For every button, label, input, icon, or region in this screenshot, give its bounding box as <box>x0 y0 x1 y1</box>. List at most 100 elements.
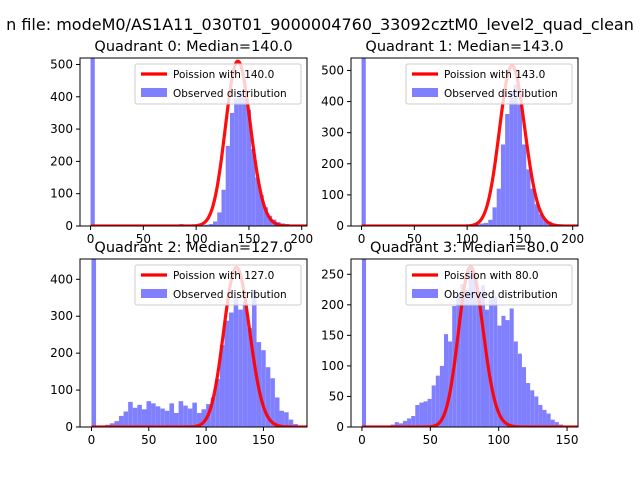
histogram-bar <box>238 309 243 427</box>
x-tick-label: 150 <box>556 433 579 447</box>
panel-title: Quadrant 1: Median=143.0 <box>365 39 563 55</box>
x-tick-label: 200 <box>290 232 313 246</box>
histogram-bar <box>505 114 510 226</box>
histogram-bar <box>521 367 527 427</box>
legend-line-label: Poission with 140.0 <box>173 69 274 81</box>
y-tick-label: 200 <box>50 154 73 168</box>
histogram-bar <box>546 413 551 427</box>
panel-title: Quadrant 2: Median=127.0 <box>94 240 292 256</box>
histogram-bar <box>488 219 493 226</box>
x-tick-label: 50 <box>136 232 151 246</box>
histogram-bar <box>183 405 188 427</box>
x-tick-label: 50 <box>423 433 438 447</box>
histogram-bar <box>219 345 225 427</box>
x-tick-label: 0 <box>87 232 95 246</box>
histogram-bar <box>233 297 239 427</box>
histogram-bar <box>500 144 506 226</box>
histogram-bar <box>91 259 97 427</box>
histogram-bar <box>114 421 119 427</box>
histogram-bar <box>538 214 544 226</box>
legend: Poission with 127.0 Observed distribution <box>134 264 302 306</box>
y-tick-label: 50 <box>329 389 344 403</box>
histogram-bar <box>505 320 510 427</box>
histogram-bar <box>526 383 531 427</box>
histogram-bar <box>543 219 548 226</box>
panel-3: Quadrant 3: Median=80.0 0 50 100 150 0 50 100 15… <box>321 240 578 447</box>
histogram-bar <box>484 222 489 226</box>
histogram-bar <box>141 409 147 427</box>
legend-box <box>405 63 573 105</box>
x-tick-label: 150 <box>252 433 275 447</box>
histogram-bar <box>496 188 501 226</box>
legend-bar-swatch <box>412 88 438 97</box>
histogram-bar <box>210 397 216 427</box>
histogram-bar <box>123 411 129 427</box>
histogram-bar <box>255 177 260 226</box>
histogram-bar <box>137 404 142 427</box>
legend-bar-swatch <box>141 88 167 97</box>
panel-1: Quadrant 1: Median=143.0 0 50 100 150 200 0 100… <box>321 39 584 246</box>
panels-container: Quadrant 0: Median=140.0 0 50 100 150 200 0 100… <box>50 39 584 447</box>
y-tick-label: 0 <box>65 420 73 434</box>
histogram-bar <box>238 90 243 226</box>
histogram-bar <box>431 385 436 427</box>
histogram-bar <box>472 275 477 427</box>
legend: Poission with 143.0 Observed distribution <box>405 63 573 105</box>
histogram-bar <box>224 320 230 427</box>
poisson-curve <box>90 59 307 226</box>
histogram-bar <box>411 416 416 427</box>
x-tick-label: 100 <box>195 433 218 447</box>
histogram-bar <box>435 375 440 427</box>
histogram-bar <box>468 266 473 427</box>
histogram-bar <box>247 328 252 427</box>
histogram-bar <box>534 396 539 427</box>
histogram-bar <box>242 97 247 226</box>
histogram-bar <box>213 221 218 226</box>
plot-area <box>91 259 307 427</box>
x-tick-label: 0 <box>358 232 366 246</box>
histogram-bar <box>155 406 161 427</box>
figure-title: n file: modeM0/AS1A11_030T01_9000004760_… <box>6 15 634 35</box>
histogram-bar <box>517 104 523 226</box>
histogram-bar <box>259 194 264 226</box>
histogram-bar <box>221 189 226 226</box>
y-tick-label: 300 <box>50 122 73 136</box>
histogram-bar <box>132 407 138 427</box>
histogram-bar <box>415 405 420 427</box>
y-tick-label: 200 <box>321 298 344 312</box>
y-tick-label: 300 <box>321 126 344 140</box>
x-tick-label: 50 <box>407 232 422 246</box>
y-tick-label: 300 <box>50 309 73 323</box>
histogram-bar <box>419 402 424 427</box>
histogram-bar <box>215 379 220 427</box>
histogram-bar <box>538 405 543 427</box>
y-tick-label: 200 <box>321 157 344 171</box>
histogram-bar <box>427 398 432 427</box>
histogram-bar <box>475 224 480 226</box>
histogram-bar <box>476 291 481 427</box>
poisson-curve <box>91 265 307 427</box>
histogram-bar <box>361 259 367 427</box>
panel-title: Quadrant 0: Median=140.0 <box>94 39 292 55</box>
histogram-bar <box>460 284 465 427</box>
panel-2: Quadrant 2: Median=127.0 0 50 100 150 0 100 200… <box>50 240 308 447</box>
y-tick-label: 0 <box>336 219 344 233</box>
histogram-bar <box>225 145 230 226</box>
x-tick-label: 100 <box>185 232 208 246</box>
histogram-bar <box>443 334 449 427</box>
y-tick-label: 400 <box>50 272 73 286</box>
histogram-bar <box>493 296 498 427</box>
histogram-bar <box>192 402 197 427</box>
histogram-bar <box>109 423 115 427</box>
histogram-bar <box>229 112 235 226</box>
histogram-bar <box>261 350 266 427</box>
y-tick-label: 500 <box>50 57 73 71</box>
x-tick-label: 0 <box>358 433 366 447</box>
y-tick-label: 0 <box>65 219 73 233</box>
x-tick-label: 0 <box>88 433 96 447</box>
histogram-bar <box>501 315 506 427</box>
axes-frame <box>350 57 579 227</box>
legend-bar-swatch <box>412 289 438 298</box>
legend-line-label: Poission with 127.0 <box>173 270 274 282</box>
